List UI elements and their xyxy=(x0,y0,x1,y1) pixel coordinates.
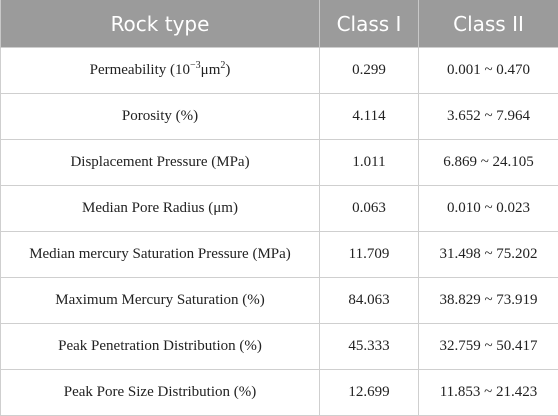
table-row: Peak Pore Size Distribution (%) 12.699 1… xyxy=(1,370,558,416)
cell-class-2: 31.498 ~ 75.202 xyxy=(419,232,558,278)
table-row: Displacement Pressure (MPa) 1.011 6.869 … xyxy=(1,140,558,186)
cell-class-2: 0.001 ~ 0.470 xyxy=(419,48,558,94)
cell-class-1: 0.299 xyxy=(320,48,419,94)
cell-class-2: 32.759 ~ 50.417 xyxy=(419,324,558,370)
row-label: Peak Pore Size Distribution (%) xyxy=(1,370,320,416)
row-label: Median Pore Radius (μm) xyxy=(1,186,320,232)
permeability-label-end: ) xyxy=(225,62,230,78)
cell-class-1: 4.114 xyxy=(320,94,419,140)
cell-class-1: 84.063 xyxy=(320,278,419,324)
row-label-permeability: Permeability (10−3μm2) xyxy=(1,48,320,94)
row-label: Porosity (%) xyxy=(1,94,320,140)
permeability-exponent: −3 xyxy=(190,60,201,71)
cell-class-2: 38.829 ~ 73.919 xyxy=(419,278,558,324)
header-rock-type: Rock type xyxy=(1,0,320,48)
row-label: Displacement Pressure (MPa) xyxy=(1,140,320,186)
table-body: Permeability (10−3μm2) 0.299 0.001 ~ 0.4… xyxy=(1,48,558,416)
table-header: Rock type Class I Class II xyxy=(1,0,558,48)
cell-class-1: 0.063 xyxy=(320,186,419,232)
cell-class-2: 11.853 ~ 21.423 xyxy=(419,370,558,416)
header-row: Rock type Class I Class II xyxy=(1,0,558,48)
row-label: Peak Penetration Distribution (%) xyxy=(1,324,320,370)
cell-class-1: 11.709 xyxy=(320,232,419,278)
cell-class-1: 1.011 xyxy=(320,140,419,186)
table-row: Porosity (%) 4.114 3.652 ~ 7.964 xyxy=(1,94,558,140)
table-row: Permeability (10−3μm2) 0.299 0.001 ~ 0.4… xyxy=(1,48,558,94)
table-row: Median mercury Saturation Pressure (MPa)… xyxy=(1,232,558,278)
table-row: Peak Penetration Distribution (%) 45.333… xyxy=(1,324,558,370)
cell-class-2: 6.869 ~ 24.105 xyxy=(419,140,558,186)
cell-class-2: 0.010 ~ 0.023 xyxy=(419,186,558,232)
permeability-label-pre: Permeability (10 xyxy=(90,62,190,78)
header-class-1: Class I xyxy=(320,0,419,48)
header-class-2: Class II xyxy=(419,0,558,48)
cell-class-1: 45.333 xyxy=(320,324,419,370)
cell-class-1: 12.699 xyxy=(320,370,419,416)
row-label: Maximum Mercury Saturation (%) xyxy=(1,278,320,324)
table-row: Median Pore Radius (μm) 0.063 0.010 ~ 0.… xyxy=(1,186,558,232)
table-row: Maximum Mercury Saturation (%) 84.063 38… xyxy=(1,278,558,324)
row-label: Median mercury Saturation Pressure (MPa) xyxy=(1,232,320,278)
permeability-unit: μm xyxy=(201,62,221,78)
cell-class-2: 3.652 ~ 7.964 xyxy=(419,94,558,140)
